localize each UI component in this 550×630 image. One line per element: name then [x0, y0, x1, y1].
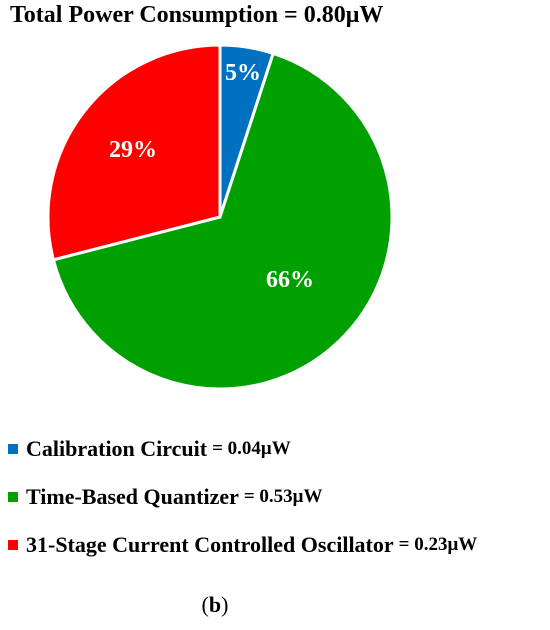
chart-title: Total Power Consumption = 0.80μW: [10, 2, 550, 29]
legend-label-oscillator: 31-Stage Current Controlled Oscillator: [26, 532, 394, 557]
pie-slice-quantizer: [51, 51, 394, 391]
caption-letter: b: [208, 592, 222, 617]
data-label-quantizer: 66%: [266, 267, 314, 293]
title-text: Total Power Consumption: [10, 2, 279, 28]
legend-swatch-calibration: [8, 444, 18, 454]
data-label-calibration: 5%: [225, 60, 261, 86]
legend-value-calibration: = 0.04μW: [212, 438, 291, 459]
legend-item-quantizer: Time-Based Quantizer = 0.53μW: [8, 482, 322, 512]
data-label-oscillator: 29%: [109, 137, 157, 163]
legend-value-oscillator: = 0.23μW: [398, 534, 478, 555]
legend-label-quantizer: Time-Based Quantizer: [26, 484, 239, 509]
legend-item-oscillator: 31-Stage Current Controlled Oscillator =…: [8, 530, 477, 560]
title-value: = 0.80μW: [284, 2, 384, 28]
legend-swatch-quantizer: [8, 492, 18, 502]
pie-slice-oscillator: [46, 43, 222, 262]
pie-chart: 5% 66% 29%: [46, 43, 394, 391]
legend-value-quantizer: = 0.53μW: [243, 486, 323, 507]
legend-item-calibration: Calibration Circuit = 0.04μW: [8, 434, 291, 464]
figure-caption: (b): [201, 592, 229, 617]
legend-swatch-oscillator: [8, 540, 18, 550]
legend-label-calibration: Calibration Circuit: [26, 436, 208, 461]
